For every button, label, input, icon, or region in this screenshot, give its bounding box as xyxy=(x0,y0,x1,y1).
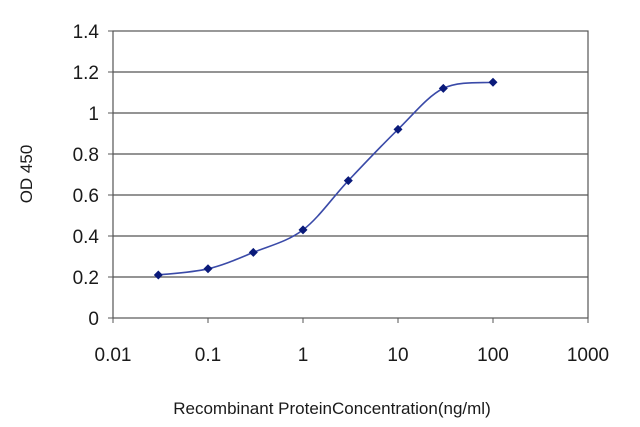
y-tick-label: 1.4 xyxy=(73,22,100,43)
x-tick-label: 0.1 xyxy=(195,345,221,366)
y-tick-label: 1 xyxy=(88,104,99,125)
x-tick-label: 100 xyxy=(477,345,509,366)
data-point xyxy=(488,77,498,87)
y-axis-ticks: 0 0.2 0.4 0.6 0.8 1 1.2 1.4 xyxy=(73,22,113,330)
data-point xyxy=(298,225,308,235)
data-point xyxy=(153,270,163,280)
data-point xyxy=(343,176,353,186)
gridlines xyxy=(113,71,588,278)
x-tick-label: 1000 xyxy=(567,345,609,366)
x-tick-label: 1 xyxy=(298,345,309,366)
y-tick-label: 0.4 xyxy=(73,227,100,248)
series-layer xyxy=(153,77,498,280)
data-point xyxy=(248,247,258,257)
y-tick-label: 0.6 xyxy=(73,186,99,207)
series-line xyxy=(158,81,494,276)
data-point xyxy=(438,83,448,93)
x-tick-label: 0.01 xyxy=(95,345,132,366)
x-tick-label: 10 xyxy=(387,345,408,366)
y-axis-label: OD 450 xyxy=(17,145,36,204)
y-tick-label: 0.2 xyxy=(73,268,99,289)
x-axis-ticks: 0.01 0.1 1 10 100 1000 xyxy=(95,318,609,366)
y-tick-label: 0.8 xyxy=(73,145,99,166)
plot-area xyxy=(112,30,589,319)
data-point xyxy=(203,264,213,274)
data-point xyxy=(393,124,403,134)
y-tick-label: 1.2 xyxy=(73,63,99,84)
x-axis-label: Recombinant ProteinConcentration(ng/ml) xyxy=(173,399,491,418)
y-tick-label: 0 xyxy=(88,309,99,330)
